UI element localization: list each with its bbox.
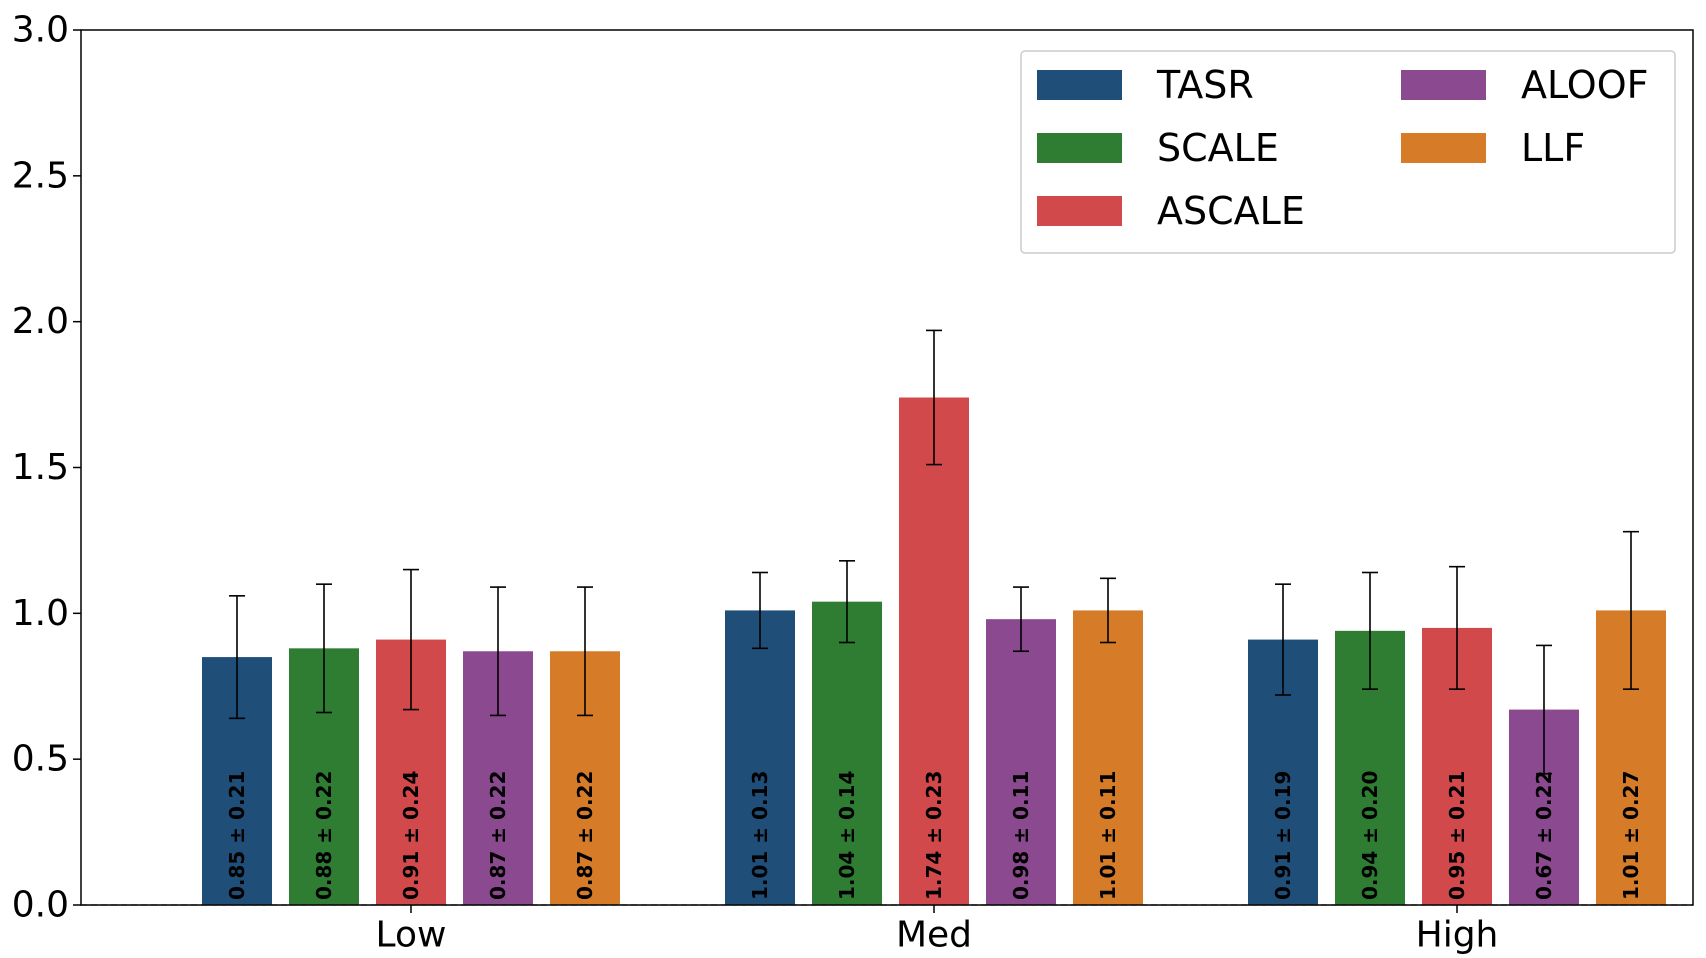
bar-value-label: 0.91 ± 0.24	[399, 771, 423, 900]
axes-layer: 0.0 0.5 1.0 1.5 2.0 2.5 3.0 Low Med High	[12, 10, 1694, 956]
bar-value-label: 1.74 ± 0.23	[922, 771, 946, 900]
legend-label-aloof: ALOOF	[1521, 63, 1649, 107]
legend: TASR SCALE ASCALE ALOOF LLF	[1020, 50, 1676, 254]
y-tick-label: 0.0	[12, 885, 69, 926]
legend-label-ascale: ASCALE	[1157, 189, 1305, 233]
legend-label-scale: SCALE	[1157, 126, 1279, 170]
y-tick-label: 3.0	[12, 10, 69, 51]
bar-value-label: 0.94 ± 0.20	[1358, 771, 1382, 900]
y-tick-label: 0.5	[12, 739, 69, 780]
x-tick-label: Low	[376, 915, 447, 956]
bar-value-label: 0.67 ± 0.22	[1532, 771, 1556, 900]
bar-value-label: 1.01 ± 0.27	[1619, 771, 1643, 900]
bar-aloof-med	[986, 619, 1056, 905]
bar-ascale-med	[899, 397, 969, 905]
legend-label-llf: LLF	[1521, 126, 1585, 170]
y-tick-label: 1.0	[12, 593, 69, 634]
bar-scale-med	[812, 601, 882, 905]
error-bars-layer	[229, 329, 1639, 775]
bar-value-label: 0.98 ± 0.11	[1009, 771, 1033, 900]
legend-label-tasr: TASR	[1156, 63, 1254, 107]
bar-value-label: 1.04 ± 0.14	[835, 771, 859, 900]
bar-value-label: 0.91 ± 0.19	[1271, 771, 1295, 900]
y-tick-label: 1.5	[12, 447, 69, 488]
bar-value-label: 0.87 ± 0.22	[486, 771, 510, 900]
bar-value-label: 1.01 ± 0.13	[748, 771, 772, 900]
bar-value-label: 0.88 ± 0.22	[312, 771, 336, 900]
bar-labels-layer: 0.85 ± 0.21 1.01 ± 0.13 0.91 ± 0.19 0.88 ± …	[225, 771, 1643, 900]
x-tick-label: Med	[896, 915, 972, 956]
y-tick-label: 2.0	[12, 301, 69, 342]
y-tick-label: 2.5	[12, 155, 69, 196]
legend-box	[1020, 50, 1676, 254]
bar-llf-med	[1073, 610, 1143, 905]
legend-swatch-aloof	[1401, 70, 1486, 100]
bar-value-label: 0.87 ± 0.22	[573, 771, 597, 900]
x-tick-label: High	[1416, 915, 1499, 956]
bar-value-label: 0.85 ± 0.21	[225, 771, 249, 900]
bars-layer	[202, 397, 1666, 905]
bar-tasr-med	[725, 610, 795, 905]
legend-swatch-ascale	[1037, 196, 1122, 226]
bar-value-label: 0.95 ± 0.21	[1445, 771, 1469, 900]
legend-swatch-scale	[1037, 133, 1122, 163]
bar-value-label: 1.01 ± 0.11	[1096, 771, 1120, 900]
legend-swatch-llf	[1401, 133, 1486, 163]
legend-swatch-tasr	[1037, 70, 1122, 100]
